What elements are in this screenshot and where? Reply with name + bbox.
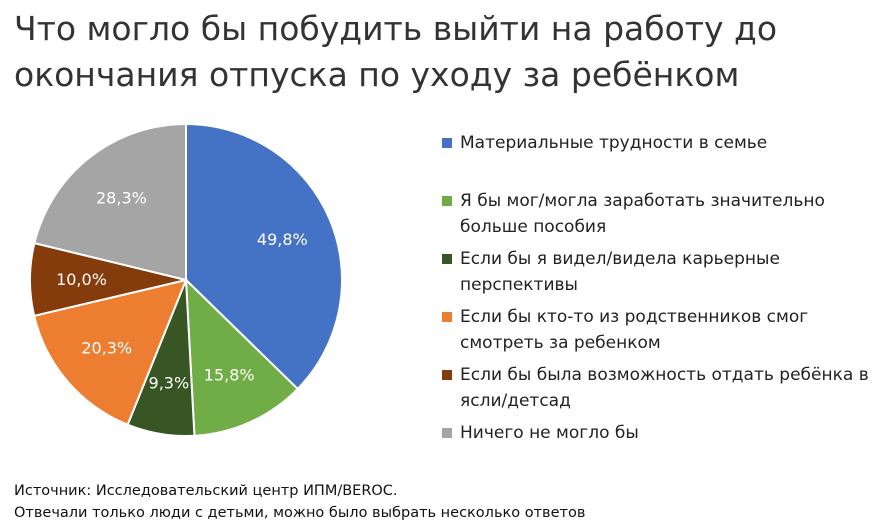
pie-slice-material-difficulties (185, 122, 343, 391)
legend-swatch (442, 138, 452, 148)
data-label-nursery: 10,0% (56, 270, 107, 289)
pie-slice-earn-more (184, 277, 300, 437)
data-label-nothing: 28,3% (96, 188, 147, 207)
legend-label: Если бы кто-то из родственников смог смо… (460, 307, 809, 353)
source-note: Источник: Исследовательский центр ИПМ/BE… (14, 483, 398, 499)
legend-label: Ничего не могло бы (460, 423, 639, 443)
legend-swatch (442, 312, 452, 322)
respondents-note: Отвечали только люди с детьми, можно был… (14, 505, 586, 521)
chart-footer: Источник: Исследовательский центр ИПМ/BE… (14, 480, 874, 524)
chart-title-line-1: Что могло бы побудить выйти на работу до (14, 9, 778, 48)
legend-swatch (442, 428, 452, 438)
data-label-career: 9,3% (149, 374, 190, 393)
legend-swatch (442, 196, 452, 206)
legend-swatch (442, 370, 452, 380)
pie-slice-nothing (33, 122, 187, 282)
data-label-relatives: 20,3% (81, 339, 132, 358)
data-label-material-difficulties: 49,8% (257, 230, 308, 249)
chart-title-line-2: окончания отпуска по уходу за ребёнком (14, 55, 740, 94)
legend-label: Если бы была возможность отдать ребёнка … (460, 365, 869, 411)
chart-title: Что могло бы побудить выйти на работу до… (14, 6, 874, 98)
legend-label: Материальные трудности в семье (460, 133, 768, 153)
legend-label: Если бы я видел/видела карьерные перспек… (460, 249, 780, 295)
legend-label: Я бы мог/могла заработать значительно бо… (460, 191, 825, 237)
data-label-earn-more: 15,8% (204, 366, 255, 385)
legend-swatch (442, 254, 452, 264)
pie-slice-relatives (32, 278, 188, 426)
